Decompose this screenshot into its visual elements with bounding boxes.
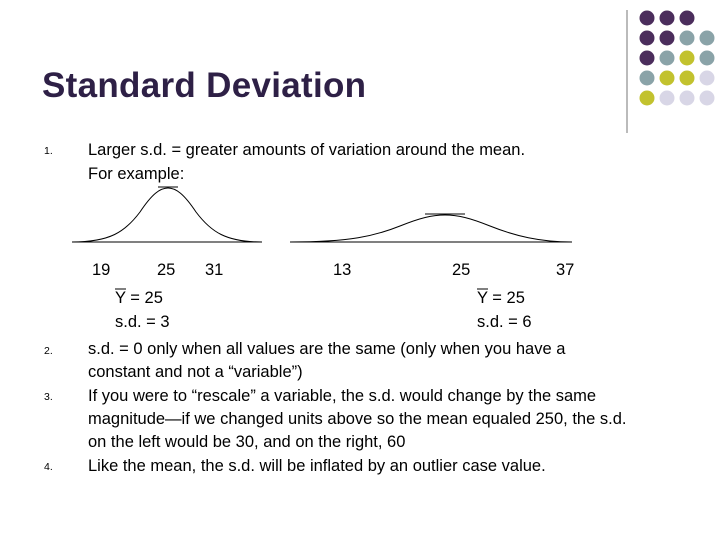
text-line: on the left would be 30, and on the righ… [88,433,406,451]
sd-label: s.d. = 3 [115,313,170,331]
mean-label: Y = 25 [115,289,163,307]
item-number: 3. [44,391,53,403]
axis-label: 31 [205,261,224,279]
axis-label: 25 [157,261,176,279]
axis-label: 19 [92,261,111,279]
curves [71,186,573,243]
text-line: constant and not a “variable”) [88,363,303,381]
text-line: Like the mean, the s.d. will be inflated… [88,457,546,475]
mean-label: Y = 25 [477,289,525,307]
axis-label: 13 [333,261,352,279]
axis-label: 25 [452,261,471,279]
item-number: 1. [44,145,53,157]
text-line: s.d. = 0 only when all values are the sa… [88,340,566,358]
sd-label: s.d. = 6 [477,313,532,331]
text-line: For example: [88,165,185,183]
item-number: 2. [44,345,53,357]
item-number: 4. [44,461,53,473]
text-line: If you were to “rescale” a variable, the… [88,387,597,405]
text-line: magnitude—if we changed units above so t… [88,410,627,428]
dot-grid [639,10,715,106]
text-line: Larger s.d. = greater amounts of variati… [88,141,526,159]
title: Standard Deviation [42,66,367,105]
axis-label: 37 [556,261,575,279]
